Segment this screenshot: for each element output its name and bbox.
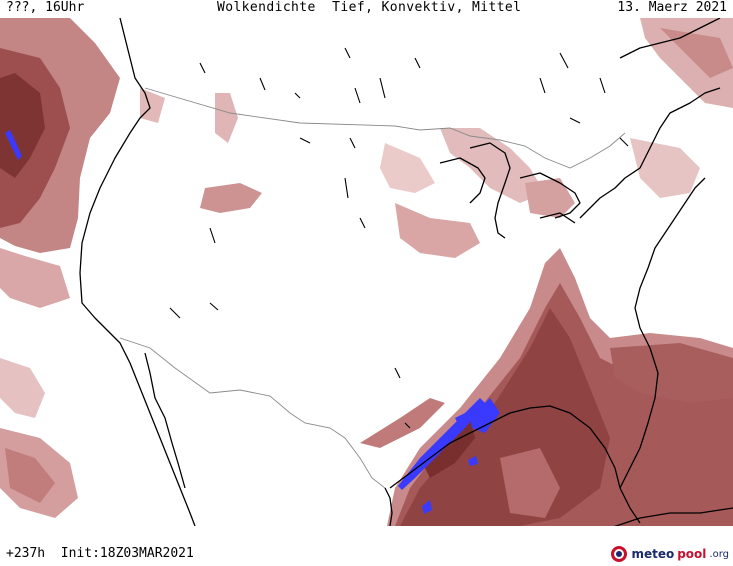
map-title: Wolkendichte Tief, Konvektiv, Mittel <box>217 0 522 15</box>
coastlines <box>79 18 733 526</box>
cloud-field-pacific-sw <box>0 358 78 518</box>
brand-pool: pool <box>677 547 707 561</box>
cloud-field-interior <box>200 93 575 258</box>
run-info: +237h Init:18Z03MAR2021 <box>6 546 194 561</box>
cloud-field-gulf-southeast <box>360 248 733 526</box>
cloud-density-map <box>0 18 733 526</box>
brand-meteo: meteo <box>631 547 675 561</box>
convective-cells <box>5 130 500 514</box>
lakes-and-islands <box>169 47 629 429</box>
cloud-field-pacific-nw <box>0 18 165 308</box>
cloud-field-northeast <box>630 18 733 198</box>
forecast-weekday-hour: ???, 16Uhr <box>6 0 85 15</box>
brand-tld: .org <box>709 548 729 560</box>
meteopool-logo[interactable]: meteo pool .org <box>610 544 729 564</box>
forecast-date: 13. Maerz 2021 <box>617 0 727 15</box>
country-borders <box>119 87 626 489</box>
meteopool-globe-icon <box>611 546 628 562</box>
